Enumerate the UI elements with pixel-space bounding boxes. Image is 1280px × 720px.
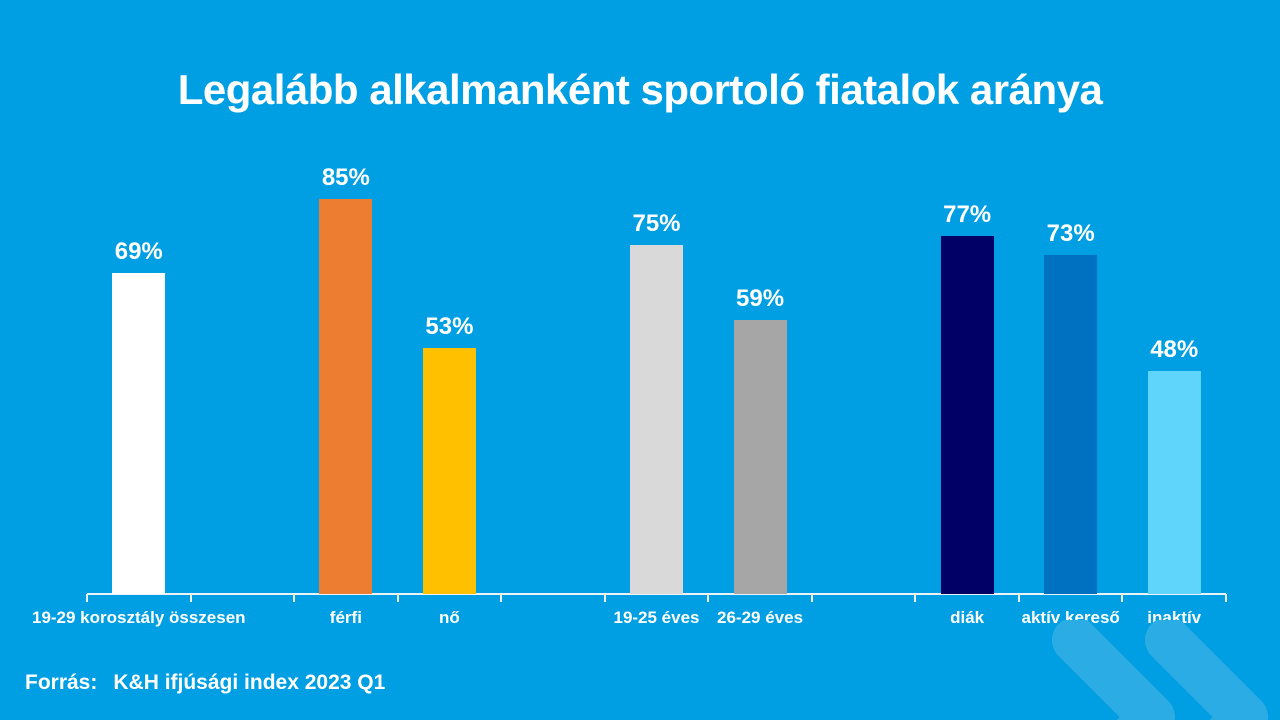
bar [422, 347, 476, 594]
bar [112, 273, 166, 594]
bar-value-label: 69% [114, 238, 163, 266]
axis-tick [500, 594, 503, 602]
source-prefix: Forrás: [25, 671, 98, 694]
axis-tick [293, 594, 296, 602]
axis-tick [189, 594, 192, 602]
axis-tick [86, 594, 88, 602]
bar [319, 198, 373, 594]
axis-tick [396, 594, 399, 602]
bar [630, 245, 683, 594]
bar-value-label: 75% [632, 210, 681, 238]
bar-value-label: 73% [1046, 219, 1095, 247]
chart-title: Legalább alkalmanként sportoló fiatalok … [177, 66, 1103, 113]
bar-value-label: 53% [425, 312, 474, 340]
category-label: 19-29 korosztály összesen [31, 608, 246, 627]
bar-value-label: 77% [943, 200, 992, 228]
axis-tick [914, 594, 917, 602]
axis-tick [1225, 594, 1227, 602]
category-label: inaktív [1147, 608, 1202, 627]
axis-tick [603, 594, 606, 602]
category-label: 26-29 éves [717, 608, 804, 627]
bar [940, 235, 994, 594]
bar-value-label: 48% [1150, 335, 1199, 363]
category-label: 19-25 éves [613, 608, 700, 627]
x-axis-line [87, 593, 1226, 595]
bar [1044, 254, 1098, 594]
axis-tick [1121, 594, 1124, 602]
source-text: K&H ifjúsági index 2023 Q1 [113, 671, 386, 694]
axis-tick [1017, 594, 1020, 602]
category-label: diák [950, 608, 985, 627]
bar-value-label: 59% [736, 284, 785, 312]
category-label: nő [439, 608, 460, 627]
bar-value-label: 85% [321, 163, 370, 191]
bar [733, 319, 787, 594]
bar [1147, 370, 1201, 594]
axis-tick [810, 594, 813, 602]
category-label: férfi [329, 608, 362, 627]
axis-tick [707, 594, 710, 602]
source-line: Forrás: K&H ifjúsági index 2023 Q1 [25, 671, 385, 695]
